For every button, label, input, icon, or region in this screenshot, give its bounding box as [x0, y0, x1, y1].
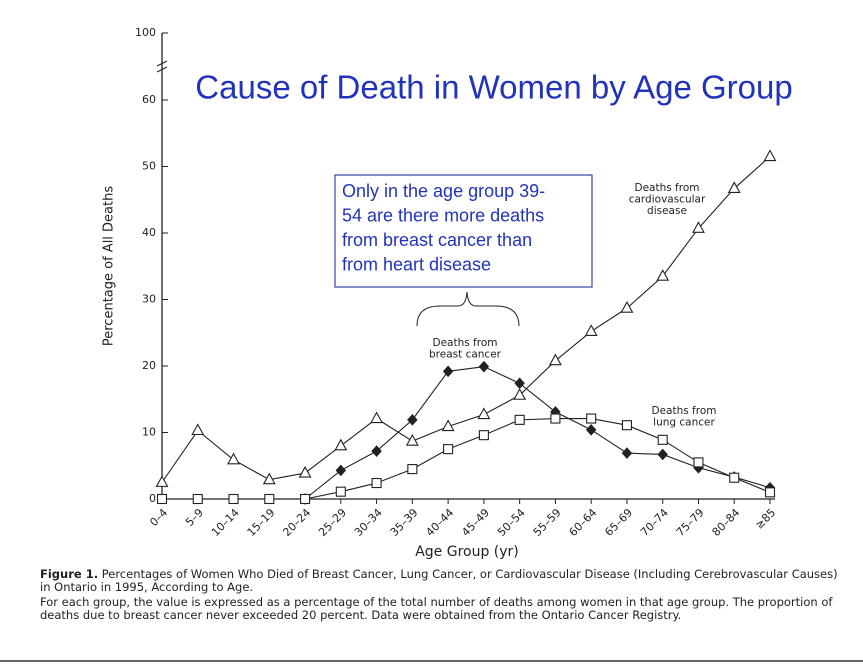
y-tick-label: 50 — [142, 160, 156, 173]
x-tick-label: 70–74 — [638, 506, 671, 539]
series-line — [161, 156, 771, 483]
marker — [763, 149, 777, 162]
marker — [478, 430, 489, 441]
marker — [405, 434, 419, 446]
y-tick-label: 40 — [142, 226, 156, 239]
y-tick-label: 0 — [149, 492, 156, 505]
series-label: cardiovascular — [629, 194, 706, 206]
x-tick-label: 0–4 — [147, 506, 170, 529]
marker — [443, 444, 454, 455]
marker — [514, 414, 525, 425]
marker — [191, 423, 205, 436]
series-label: Deaths from — [433, 337, 498, 349]
marker — [656, 269, 670, 281]
marker — [657, 448, 668, 461]
series-label: Deaths from — [635, 182, 700, 194]
marker — [227, 452, 240, 465]
marker — [764, 487, 776, 498]
marker — [228, 493, 239, 505]
caption-note: For each group, the value is expressed a… — [40, 595, 833, 622]
marker — [548, 353, 562, 366]
x-tick-label: 75–79 — [674, 506, 707, 539]
marker — [407, 414, 418, 426]
marker — [441, 419, 455, 432]
x-tick-label: 50–54 — [495, 506, 528, 539]
marker — [620, 301, 634, 313]
axis-break — [156, 66, 168, 73]
y-tick-label: 30 — [142, 293, 156, 306]
marker — [155, 475, 169, 487]
marker — [407, 464, 418, 475]
marker — [586, 413, 597, 424]
marker — [335, 486, 346, 497]
annotation: 54 are there more deaths — [342, 205, 544, 225]
x-tick-label: 5–9 — [183, 506, 206, 529]
marker — [442, 365, 454, 378]
marker — [300, 493, 311, 505]
marker — [692, 221, 705, 233]
marker — [693, 457, 704, 468]
marker — [262, 472, 276, 485]
x-tick-label: 45–49 — [459, 506, 492, 539]
annotation: Only in the age group 39- — [342, 181, 545, 201]
y-axis-label: Percentage of All Deaths — [102, 186, 117, 346]
series-label: Deaths from — [652, 405, 717, 417]
marker — [298, 465, 312, 478]
marker — [585, 424, 597, 436]
chart-title: Cause of Death in Women by Age Group — [195, 69, 792, 106]
series-label: disease — [647, 205, 687, 217]
marker — [727, 181, 741, 193]
x-tick-label: 25–29 — [316, 506, 349, 539]
caption: Figure 1. Percentages of Women Who Died … — [40, 568, 840, 624]
caption-label: Figure 1. — [40, 567, 99, 581]
marker — [477, 407, 491, 420]
marker — [334, 438, 348, 451]
x-tick-label: 60–64 — [567, 506, 600, 539]
x-tick-label: 80–84 — [710, 506, 743, 539]
series-line — [162, 417, 771, 500]
marker — [584, 324, 598, 336]
annotation-box — [334, 174, 593, 288]
marker — [192, 493, 203, 505]
y-tick-label: 60 — [142, 93, 156, 106]
marker — [621, 420, 632, 431]
marker — [657, 434, 668, 445]
marker — [264, 493, 275, 505]
y-tick-label: 20 — [142, 359, 156, 372]
marker — [156, 493, 168, 505]
x-tick-label: 30–34 — [352, 506, 385, 539]
annotation: from heart disease — [342, 254, 491, 274]
caption-text: Percentages of Women Who Died of Breast … — [40, 567, 838, 594]
x-tick-label: 20–24 — [280, 506, 313, 539]
y-tick-label: 10 — [142, 426, 156, 439]
series-label: breast cancer — [429, 349, 502, 361]
x-axis-label: Age Group (yr) — [415, 544, 519, 560]
x-tick-label: 15–19 — [245, 506, 278, 539]
brace — [416, 291, 520, 327]
marker — [335, 464, 347, 477]
series-line — [304, 366, 771, 500]
marker — [729, 472, 740, 483]
marker — [371, 477, 382, 489]
x-tick-label: 65–69 — [602, 506, 635, 539]
x-tick-label: 40–44 — [423, 506, 456, 539]
series-label: lung cancer — [653, 417, 715, 429]
marker — [478, 360, 490, 373]
axis-break — [156, 60, 168, 67]
marker — [370, 411, 384, 424]
x-tick-label: 35–39 — [388, 506, 421, 539]
x-tick-label: ≥85 — [753, 506, 779, 532]
x-tick-label: 55–59 — [531, 506, 564, 539]
marker — [621, 447, 633, 459]
marker — [371, 445, 382, 457]
marker — [513, 388, 527, 400]
annotation: from breast cancer than — [342, 230, 532, 250]
y-tick-label: 100 — [135, 26, 156, 39]
marker — [550, 413, 561, 424]
x-tick-label: 10–14 — [209, 506, 242, 539]
marker — [514, 377, 525, 390]
